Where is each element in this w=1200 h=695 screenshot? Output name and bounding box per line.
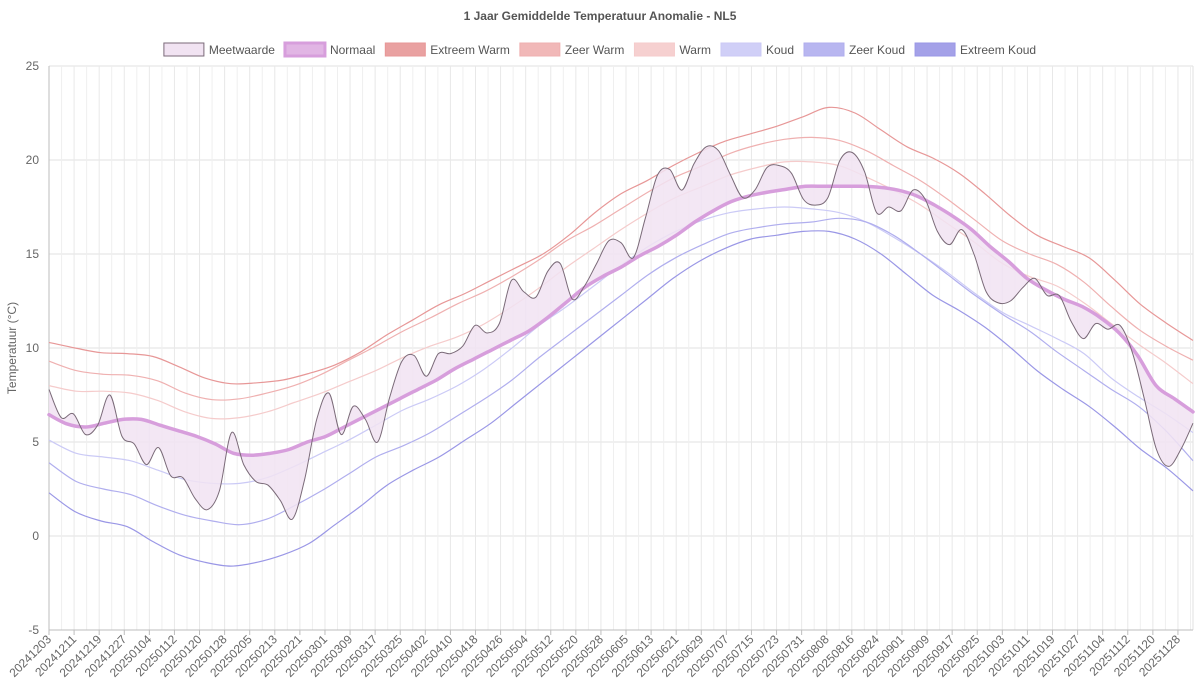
legend-label: Warm (679, 43, 711, 57)
y-axis-label: Temperatuur (°C) (5, 302, 19, 394)
series-line-meetwaarde (48, 145, 1194, 520)
legend-item-meetwaarde[interactable]: Meetwaarde (163, 42, 275, 57)
legend-item-extreem-koud[interactable]: Extreem Koud (914, 42, 1036, 57)
legend-swatch (519, 42, 561, 57)
series-line-zeer-koud (48, 217, 1194, 526)
series-line-zeer-warm (48, 136, 1194, 401)
chart-title: 1 Jaar Gemiddelde Temperatuur Anomalie -… (464, 9, 737, 23)
y-axis-ticks: -5 0 5 10 15 20 25 (26, 59, 40, 637)
y-tick-label: 20 (26, 153, 40, 167)
y-tick-label: 0 (32, 529, 39, 543)
chart-legend: Meetwaarde Normaal Extreem Warm Zeer Warm Wa… (163, 41, 1036, 58)
legend-label: Extreem Koud (960, 43, 1036, 57)
legend-swatch (384, 42, 426, 57)
legend-item-extreem-warm[interactable]: Extreem Warm (384, 42, 510, 57)
legend-label: Koud (766, 43, 794, 57)
chart-grid (48, 65, 1194, 635)
legend-item-koud[interactable]: Koud (720, 42, 794, 57)
y-tick-label: 15 (26, 247, 40, 261)
series-line-normaal (47, 184, 1195, 457)
x-axis-ticks: 2024120320241211202412192024122720250104… (6, 630, 1183, 680)
legend-label: Zeer Warm (565, 43, 625, 57)
anomaly-fill (49, 145, 1193, 520)
legend-swatch (283, 41, 327, 58)
legend-swatch (720, 42, 762, 57)
series-line-extreem-koud (48, 230, 1194, 567)
y-tick-label: 5 (32, 435, 39, 449)
series-lines (47, 145, 1195, 520)
anomaly-area (49, 145, 1193, 520)
legend-label: Zeer Koud (849, 43, 905, 57)
legend-label: Meetwaarde (209, 43, 275, 57)
legend-label: Extreem Warm (430, 43, 510, 57)
series-line-warm (48, 160, 1194, 420)
legend-swatch (163, 42, 205, 57)
reference-lines (48, 106, 1194, 567)
legend-label: Normaal (330, 43, 375, 57)
y-tick-label: 25 (26, 59, 40, 73)
legend-swatch (914, 42, 956, 57)
legend-swatch (633, 42, 675, 57)
legend-item-warm[interactable]: Warm (633, 42, 711, 57)
legend-swatch (803, 42, 845, 57)
y-tick-label: -5 (28, 623, 39, 637)
y-tick-label: 10 (26, 341, 40, 355)
legend-item-zeer-warm[interactable]: Zeer Warm (519, 42, 625, 57)
legend-item-zeer-koud[interactable]: Zeer Koud (803, 42, 905, 57)
series-line-extreem-warm (48, 106, 1194, 385)
legend-item-normaal[interactable]: Normaal (283, 41, 375, 58)
